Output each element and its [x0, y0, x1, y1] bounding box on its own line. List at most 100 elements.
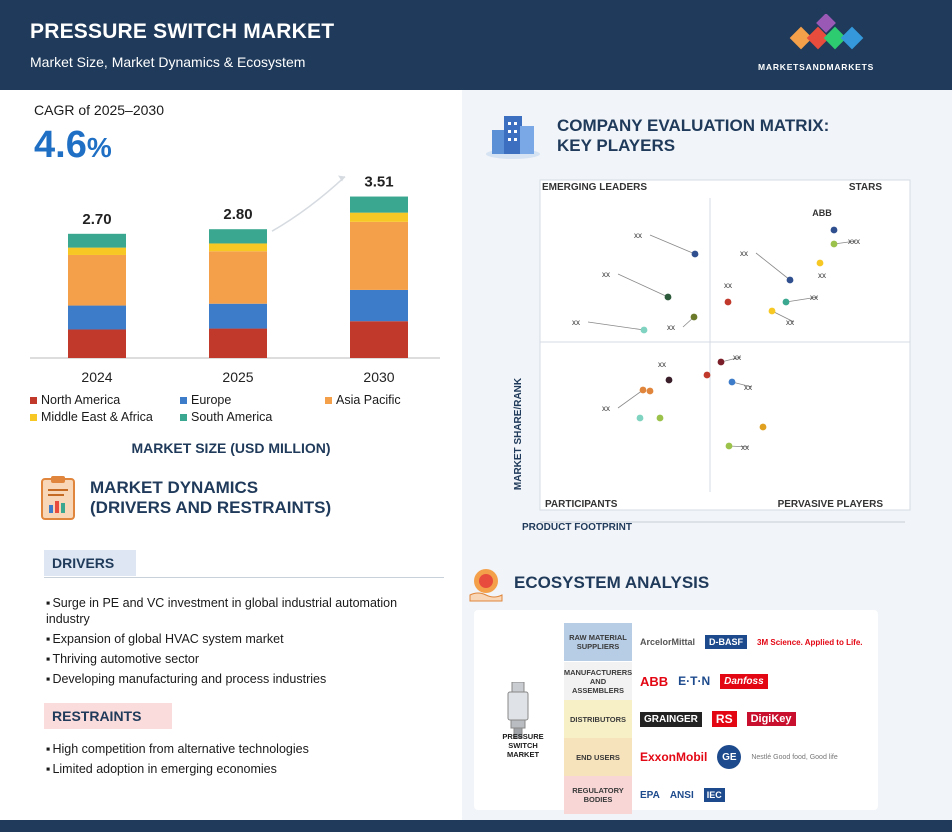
- eco-category: END USERS: [564, 738, 632, 776]
- product-label: PRESSURE SWITCH MARKET: [502, 732, 544, 759]
- company-point: [728, 378, 736, 386]
- point-label: xx: [740, 249, 748, 258]
- eco-row-end-users: END USERS ExxonMobil GE Nestlé Good food…: [564, 738, 878, 776]
- company-point: [639, 386, 647, 394]
- company-point: [759, 423, 767, 431]
- bar-segment: [209, 251, 267, 304]
- page-subtitle: Market Size, Market Dynamics & Ecosystem: [30, 54, 306, 70]
- list-item: Thriving automotive sector: [46, 651, 426, 667]
- logo-ge: GE: [717, 745, 742, 769]
- legend-item-asia-pacific: Asia Pacific: [325, 393, 401, 407]
- company-point: [691, 250, 699, 258]
- bar-total-label: 2.80: [223, 206, 252, 223]
- ecosystem-card: PRESSURE SWITCH MARKET RAW MATERIAL SUPP…: [474, 610, 878, 814]
- leader-line: [731, 381, 753, 388]
- buildings-icon: [486, 116, 540, 159]
- bar-segment: [350, 212, 408, 222]
- page-title: PRESSURE SWITCH MARKET: [30, 20, 335, 43]
- leader-line: [833, 240, 857, 245]
- eco-category: REGULATORY BODIES: [564, 776, 632, 814]
- leader-line: [649, 234, 696, 255]
- point-label: xx: [634, 231, 642, 240]
- pressure-switch-product-icon: [507, 682, 529, 739]
- company-point: [636, 414, 644, 422]
- matrix-title-line2: KEY PLAYERS: [557, 136, 676, 155]
- bar-segment: [350, 221, 408, 290]
- company-point: [690, 313, 698, 321]
- bar-segment: [209, 303, 267, 329]
- point-label: xx: [741, 443, 749, 452]
- point-label: xxx: [848, 237, 860, 246]
- logo-arcelormittal: ArcelorMittal: [640, 637, 696, 647]
- legend-item-europe: Europe: [180, 393, 231, 407]
- legend-label: Europe: [191, 393, 232, 407]
- legend-label: Asia Pacific: [336, 393, 401, 407]
- point-label: xx: [724, 281, 732, 290]
- bar-segment: [68, 305, 126, 330]
- brand-logo: MARKETSANDMARKETS: [758, 13, 908, 84]
- list-item: High competition from alternative techno…: [46, 741, 426, 757]
- bar-segment: [209, 328, 267, 358]
- leader-line: [785, 296, 819, 303]
- bar-total-label: 3.51: [364, 174, 393, 191]
- company-point: [816, 259, 824, 267]
- cagr-label: CAGR of 2025–2030: [34, 102, 164, 118]
- logo-rs: RS: [711, 711, 737, 727]
- restraints-list: High competition from alternative techno…: [46, 741, 426, 781]
- quadrant-label-pervasive: PERVASIVE PLAYERS: [778, 499, 884, 510]
- company-point: [703, 371, 711, 379]
- company-point: [656, 414, 664, 422]
- company-point: [717, 358, 725, 366]
- y-axis-label: MARKET SHARE/RANK: [513, 377, 524, 490]
- legend-swatch: [325, 396, 332, 404]
- growth-arrow: [271, 175, 346, 232]
- legend-label: Middle East & Africa: [41, 410, 153, 424]
- point-label: xx: [602, 270, 610, 279]
- company-point: [782, 298, 790, 306]
- drivers-label: DRIVERS: [52, 555, 115, 571]
- restraints-label: RESTRAINTS: [52, 708, 142, 724]
- point-label: xx: [786, 318, 794, 327]
- logo-ansi: ANSI: [669, 789, 694, 801]
- legend-swatch: [30, 396, 37, 404]
- logo-eaton: E·T·N: [678, 674, 711, 688]
- leader-line: [771, 310, 795, 323]
- drivers-tag-fill: [44, 550, 136, 576]
- quadrant-label-stars: STARS: [849, 182, 882, 193]
- point-label: ABB: [812, 208, 832, 218]
- bar-total-label: 2.70: [82, 211, 111, 228]
- bar-segment: [209, 243, 267, 252]
- list-item: Surge in PE and VC investment in global …: [46, 595, 426, 627]
- bar-segment: [350, 321, 408, 358]
- legend-swatch: [30, 413, 37, 421]
- brand-logo-icon: [789, 13, 864, 50]
- cagr-value: 4.6%: [34, 124, 112, 167]
- leader-line: [617, 389, 644, 409]
- list-item: Limited adoption in emerging economies: [46, 761, 426, 777]
- bar-segment: [68, 254, 126, 306]
- header-banner: PRESSURE SWITCH MARKET Market Size, Mark…: [0, 0, 952, 90]
- point-label: xx: [667, 323, 675, 332]
- market-dynamics-title: MARKET DYNAMICS (DRIVERS AND RESTRAINTS): [90, 478, 331, 518]
- list-item: Expansion of global HVAC system market: [46, 631, 426, 647]
- logo-nestle: Nestlé Good food, Good life: [751, 753, 838, 761]
- leader-line: [617, 273, 669, 298]
- x-tick-label: 2030: [363, 369, 394, 385]
- logo-exxonmobil: ExxonMobil: [640, 750, 708, 764]
- company-point: [724, 298, 732, 306]
- list-item: Developing manufacturing and process ind…: [46, 671, 426, 687]
- legend-label: North America: [41, 393, 121, 407]
- legend-item-south-america: South America: [180, 410, 272, 424]
- logo-grainger: GRAINGER: [640, 711, 702, 727]
- eco-logos: GRAINGER RS DigiKey: [634, 700, 878, 738]
- eco-logos: ABB E·T·N Danfoss: [634, 662, 878, 700]
- bar-segment: [68, 247, 126, 255]
- company-point: [786, 276, 794, 284]
- company-point: [830, 226, 838, 234]
- logo-danfoss: Danfoss: [720, 673, 768, 689]
- leader-line: [720, 356, 742, 363]
- eco-category: DISTRIBUTORS: [564, 700, 632, 738]
- eco-row-distributors: DISTRIBUTORS GRAINGER RS DigiKey: [564, 700, 878, 738]
- x-axis-label: PRODUCT FOOTPRINT: [522, 522, 632, 533]
